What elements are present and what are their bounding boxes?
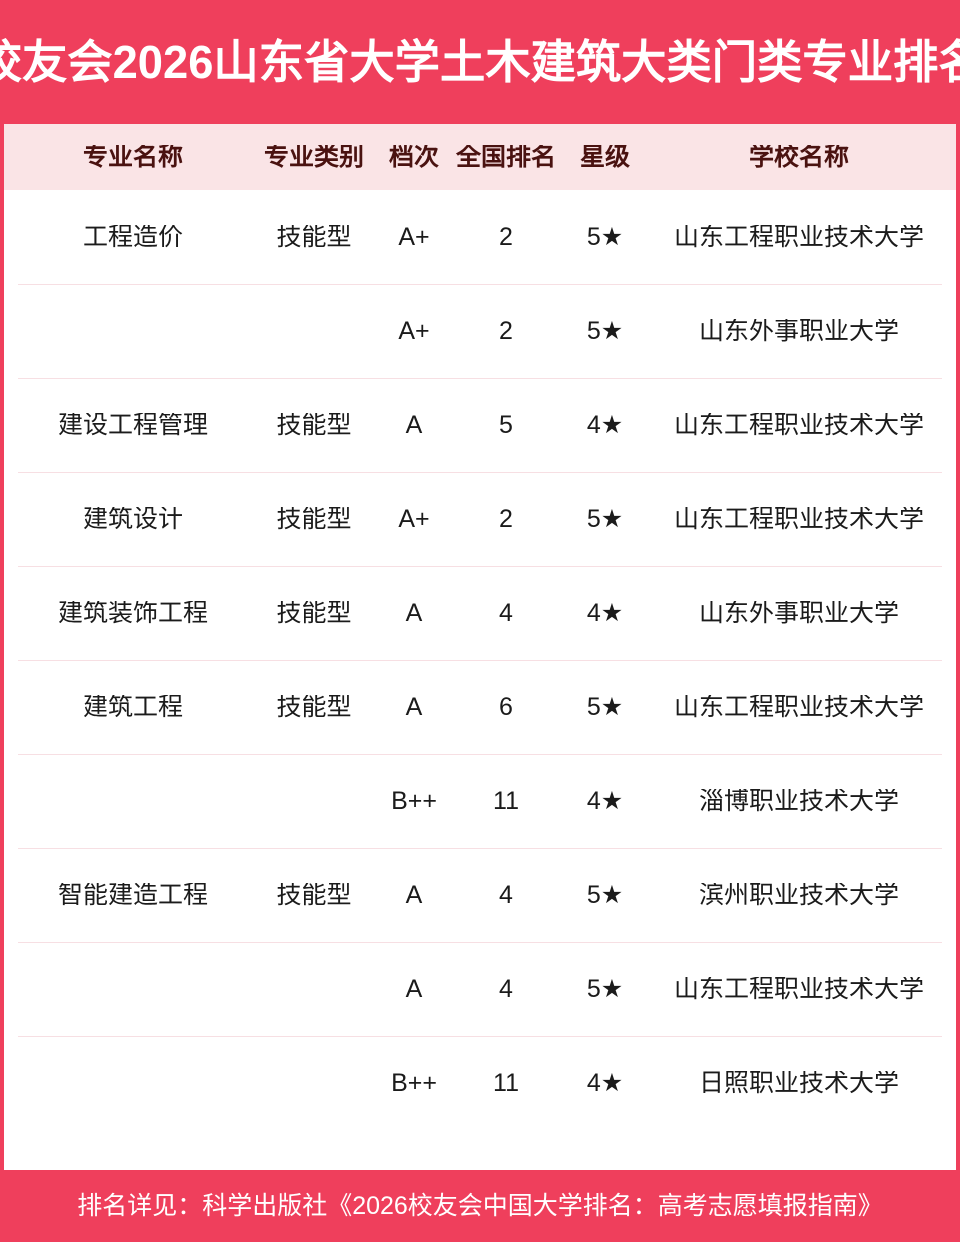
column-header-rank: 全国排名 <box>455 144 556 170</box>
page-title: 校友会2026山东省大学土木建筑大类门类专业排名 <box>0 36 960 88</box>
row-divider <box>18 566 942 567</box>
table-row: 工程造价 技能型 A+ 2 5★ 山东工程职业技术大学 <box>4 190 956 284</box>
column-header-type: 专业类别 <box>263 144 364 170</box>
cell-tier: B++ <box>391 1070 437 1096</box>
table-row: 建筑装饰工程 技能型 A 4 4★ 山东外事职业大学 <box>4 566 956 660</box>
cell-rank: 2 <box>499 506 513 532</box>
cell-star: 5★ <box>586 976 624 1002</box>
cell-school: 日照职业技术大学 <box>698 1070 899 1096</box>
cell-school: 山东外事职业大学 <box>698 600 899 626</box>
row-divider <box>18 942 942 943</box>
ranking-table: 专业名称 专业类别 档次 全国排名 星级 学校名称 工程造价 技能型 A+ 2 5★ 山东工程职业技术… <box>4 124 956 1170</box>
table-row: 建筑设计 技能型 A+ 2 5★ 山东工程职业技术大学 <box>4 472 956 566</box>
row-divider <box>18 284 942 285</box>
cell-star: 5★ <box>586 506 624 532</box>
cell-rank: 5 <box>499 412 513 438</box>
cell-major: 建设工程管理 <box>57 412 208 438</box>
cell-school: 山东工程职业技术大学 <box>673 506 924 532</box>
cell-type: 技能型 <box>276 224 352 250</box>
cell-type: 技能型 <box>276 694 352 720</box>
cell-major: 建筑设计 <box>82 506 183 532</box>
column-header-school: 学校名称 <box>748 144 849 170</box>
table-row: A 4 5★ 山东工程职业技术大学 <box>4 942 956 1036</box>
cell-star: 5★ <box>586 882 624 908</box>
cell-tier: A <box>405 976 423 1002</box>
table-row: B++ 11 4★ 淄博职业技术大学 <box>4 754 956 848</box>
cell-tier: A+ <box>398 318 430 344</box>
cell-tier: A+ <box>398 506 430 532</box>
row-divider <box>18 1036 942 1037</box>
cell-rank: 4 <box>499 600 513 626</box>
column-header-star: 星级 <box>579 144 630 170</box>
cell-type: 技能型 <box>276 412 352 438</box>
page-title-band: 校友会2026山东省大学土木建筑大类门类专业排名 <box>0 0 960 124</box>
cell-school: 山东工程职业技术大学 <box>673 224 924 250</box>
cell-tier: A+ <box>398 224 430 250</box>
cell-school: 山东工程职业技术大学 <box>673 694 924 720</box>
cell-star: 4★ <box>586 600 624 626</box>
row-divider <box>18 472 942 473</box>
column-header-tier: 档次 <box>388 144 439 170</box>
cell-type: 技能型 <box>276 600 352 626</box>
cell-type: 技能型 <box>276 882 352 908</box>
cell-rank: 11 <box>493 1070 519 1096</box>
row-divider <box>18 660 942 661</box>
cell-rank: 2 <box>499 224 513 250</box>
cell-school: 山东工程职业技术大学 <box>673 412 924 438</box>
table-row: B++ 11 4★ 日照职业技术大学 <box>4 1036 956 1130</box>
cell-tier: A <box>405 412 423 438</box>
cell-tier: A <box>405 694 423 720</box>
cell-school: 山东工程职业技术大学 <box>673 976 924 1002</box>
cell-school: 滨州职业技术大学 <box>698 882 899 908</box>
table-header-row: 专业名称 专业类别 档次 全国排名 星级 学校名称 <box>4 124 956 190</box>
table-row: 建筑工程 技能型 A 6 5★ 山东工程职业技术大学 <box>4 660 956 754</box>
cell-rank: 4 <box>499 976 513 1002</box>
footer-band: 排名详见：科学出版社《2026校友会中国大学排名：高考志愿填报指南》 <box>0 1170 960 1242</box>
cell-rank: 4 <box>499 882 513 908</box>
cell-school: 山东外事职业大学 <box>698 318 899 344</box>
cell-star: 4★ <box>586 788 624 814</box>
cell-major: 工程造价 <box>82 224 183 250</box>
cell-star: 4★ <box>586 1070 624 1096</box>
cell-rank: 2 <box>499 318 513 344</box>
table-row: 智能建造工程 技能型 A 4 5★ 滨州职业技术大学 <box>4 848 956 942</box>
cell-major: 建筑装饰工程 <box>57 600 208 626</box>
cell-major: 建筑工程 <box>82 694 183 720</box>
cell-tier: B++ <box>391 788 437 814</box>
cell-tier: A <box>405 882 423 908</box>
cell-star: 4★ <box>586 412 624 438</box>
row-divider <box>18 848 942 849</box>
cell-rank: 11 <box>493 788 519 814</box>
cell-tier: A <box>405 600 423 626</box>
table-row: A+ 2 5★ 山东外事职业大学 <box>4 284 956 378</box>
footer-note: 排名详见：科学出版社《2026校友会中国大学排名：高考志愿填报指南》 <box>77 1191 883 1220</box>
table-row: 建设工程管理 技能型 A 5 4★ 山东工程职业技术大学 <box>4 378 956 472</box>
column-header-major: 专业名称 <box>82 144 183 170</box>
cell-star: 5★ <box>586 224 624 250</box>
cell-major: 智能建造工程 <box>57 882 208 908</box>
cell-rank: 6 <box>499 694 513 720</box>
cell-star: 5★ <box>586 694 624 720</box>
row-divider <box>18 378 942 379</box>
cell-star: 5★ <box>586 318 624 344</box>
table-frame: 专业名称 专业类别 档次 全国排名 星级 学校名称 工程造价 技能型 A+ 2 5★ 山东工程职业技术… <box>0 124 960 1170</box>
row-divider <box>18 754 942 755</box>
cell-school: 淄博职业技术大学 <box>698 788 899 814</box>
cell-type: 技能型 <box>276 506 352 532</box>
